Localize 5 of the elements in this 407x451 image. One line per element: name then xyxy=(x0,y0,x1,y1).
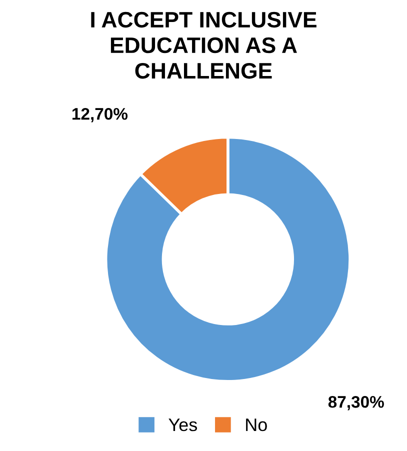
data-label: 87,30% xyxy=(328,396,384,410)
data-label: 12,70% xyxy=(72,108,128,122)
legend-label: No xyxy=(246,418,267,432)
legend-label: Yes xyxy=(168,418,198,432)
chart-title: I ACCEPT INCLUSIVE EDUCATION AS A CHALLENGE xyxy=(91,12,316,79)
